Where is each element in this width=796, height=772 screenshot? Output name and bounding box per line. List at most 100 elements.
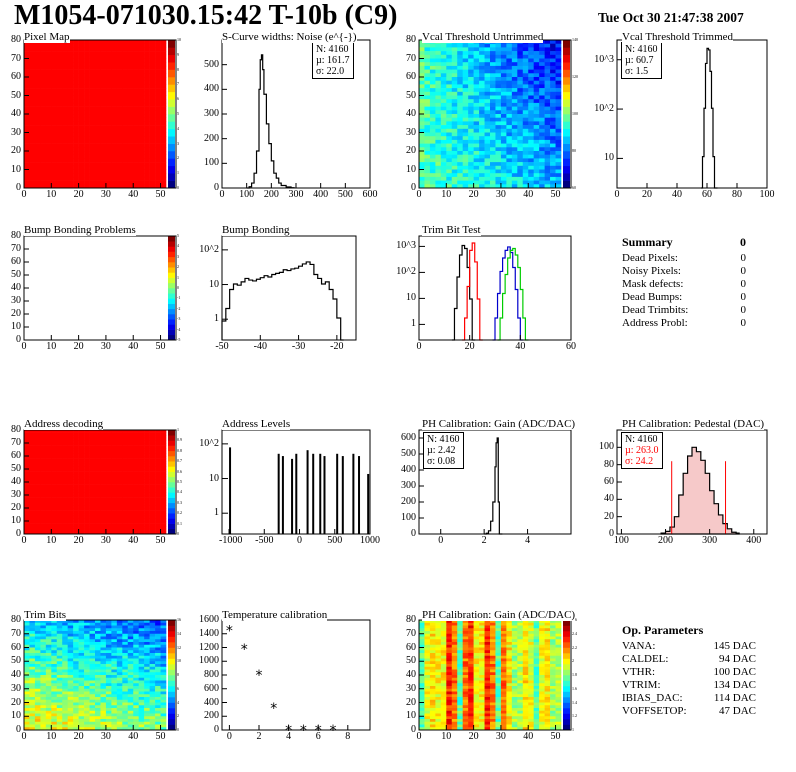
heatmap-cell bbox=[424, 675, 431, 679]
heatmap-cell bbox=[127, 653, 134, 657]
heatmap-cell bbox=[67, 633, 74, 637]
heatmap-cell bbox=[419, 699, 425, 703]
heatmap-cell bbox=[462, 713, 469, 717]
heatmap-cell bbox=[160, 65, 167, 70]
heatmap-cell bbox=[116, 110, 123, 115]
heatmap-cell bbox=[468, 184, 474, 189]
heatmap-cell bbox=[116, 99, 123, 104]
heatmap-cell bbox=[133, 699, 139, 703]
heatmap-cell bbox=[473, 636, 480, 640]
heatmap-cell bbox=[95, 136, 101, 141]
heatmap-cell bbox=[479, 43, 485, 48]
heatmap-cell bbox=[451, 151, 458, 155]
heatmap-cell bbox=[457, 180, 463, 185]
heatmap-cell bbox=[144, 518, 150, 522]
heatmap-cell bbox=[457, 51, 463, 56]
heatmap-cell bbox=[133, 143, 139, 148]
colorbar-segment bbox=[168, 708, 175, 714]
heatmap-cell bbox=[149, 84, 156, 89]
histogram-line bbox=[484, 437, 503, 535]
heatmap-cell bbox=[67, 513, 74, 517]
heatmap-cell bbox=[116, 165, 123, 170]
heatmap-cell bbox=[51, 435, 58, 439]
heatmap-cell bbox=[34, 625, 41, 629]
heatmap-cell bbox=[133, 91, 139, 96]
heatmap-cell bbox=[155, 661, 161, 665]
heatmap-cell bbox=[84, 620, 90, 624]
heatmap-cell bbox=[40, 705, 47, 709]
heatmap-cell bbox=[45, 492, 52, 496]
heatmap-cell bbox=[67, 117, 74, 122]
heatmap-cell bbox=[116, 688, 123, 692]
heatmap-cell bbox=[144, 102, 150, 107]
heatmap-cell bbox=[511, 47, 518, 52]
heatmap-cell bbox=[160, 128, 167, 133]
heatmap-cell bbox=[100, 658, 107, 662]
heatmap-cell bbox=[62, 139, 68, 144]
heatmap-cell bbox=[29, 84, 36, 89]
heatmap-cell bbox=[440, 73, 447, 78]
heatmap-cell bbox=[34, 513, 41, 517]
heatmap-cell bbox=[462, 642, 469, 646]
heatmap-cell bbox=[149, 702, 156, 706]
heatmap-cell bbox=[462, 661, 469, 665]
heatmap-cell bbox=[484, 655, 491, 659]
heatmap-cell bbox=[155, 639, 161, 643]
heatmap-cell bbox=[500, 102, 507, 107]
heatmap-cell bbox=[24, 43, 30, 48]
heatmap-cell bbox=[149, 125, 156, 130]
heatmap-cell bbox=[550, 51, 556, 56]
heatmap-cell bbox=[506, 128, 513, 133]
heatmap-cell bbox=[522, 102, 529, 107]
heatmap-cell bbox=[462, 110, 469, 115]
heatmap-cell bbox=[440, 675, 447, 679]
heatmap-cell bbox=[446, 147, 453, 152]
heatmap-cell bbox=[490, 184, 496, 189]
heatmap-cell bbox=[34, 502, 41, 506]
heatmap-cell bbox=[149, 136, 156, 141]
heatmap-cell bbox=[155, 705, 161, 709]
heatmap-cell bbox=[522, 73, 529, 78]
heatmap-cell bbox=[24, 513, 30, 517]
heatmap-cell bbox=[160, 622, 167, 626]
heatmap-cell bbox=[116, 58, 123, 63]
heatmap-cell bbox=[62, 440, 68, 444]
heatmap-cell bbox=[89, 151, 96, 155]
heatmap-cell bbox=[89, 158, 96, 163]
bar bbox=[277, 453, 280, 534]
heatmap-cell bbox=[29, 719, 36, 723]
heatmap-cell bbox=[116, 495, 123, 498]
heatmap-cell bbox=[457, 664, 463, 668]
heatmap-cell bbox=[479, 705, 485, 709]
heatmap-cell bbox=[127, 132, 134, 137]
heatmap-cell bbox=[435, 620, 442, 624]
heatmap-cell bbox=[133, 125, 139, 130]
heatmap-cell bbox=[144, 492, 150, 496]
heatmap-cell bbox=[457, 176, 463, 181]
heatmap-cell bbox=[67, 102, 74, 107]
heatmap-cell bbox=[468, 708, 474, 712]
heatmap-cell bbox=[424, 147, 431, 152]
heatmap-cell bbox=[506, 110, 513, 115]
heatmap-cell bbox=[462, 669, 469, 673]
heatmap-cell bbox=[490, 117, 496, 122]
heatmap-cell bbox=[506, 139, 513, 144]
heatmap-cell bbox=[424, 62, 431, 67]
heatmap-cell bbox=[111, 705, 118, 709]
heatmap-cell bbox=[424, 680, 431, 684]
heatmap-cell bbox=[34, 114, 41, 118]
heatmap-cell bbox=[100, 721, 107, 725]
heatmap-cell bbox=[78, 40, 85, 44]
heatmap-cell bbox=[56, 713, 63, 717]
heatmap-cell bbox=[440, 628, 447, 632]
heatmap-cell bbox=[160, 513, 167, 517]
heatmap-cell bbox=[127, 510, 134, 514]
heatmap-cell bbox=[517, 102, 524, 107]
heatmap-cell bbox=[462, 716, 469, 720]
heatmap-cell bbox=[468, 84, 474, 89]
heatmap-cell bbox=[73, 80, 79, 85]
heatmap-cell bbox=[138, 479, 145, 483]
heatmap-cell bbox=[89, 650, 96, 654]
heatmap-cell bbox=[45, 125, 52, 130]
heatmap-cell bbox=[56, 453, 63, 457]
